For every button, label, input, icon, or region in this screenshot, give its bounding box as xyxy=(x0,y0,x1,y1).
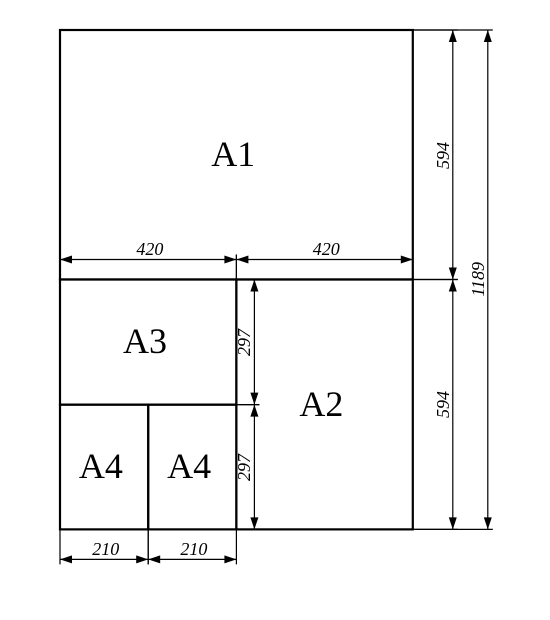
segment-label-a4-left: A4 xyxy=(79,445,123,487)
dim-420-right: 420 xyxy=(313,239,340,260)
dim-1189: 1189 xyxy=(468,262,489,297)
dim-297-lower: 297 xyxy=(234,454,255,481)
dim-210-left: 210 xyxy=(92,539,119,560)
segment-label-a4-right: A4 xyxy=(167,445,211,487)
segment-label-a3: A3 xyxy=(123,320,167,362)
dim-594-upper: 594 xyxy=(433,142,454,169)
dim-594-lower: 594 xyxy=(433,391,454,418)
dim-420-left: 420 xyxy=(136,239,163,260)
dim-210-right: 210 xyxy=(180,539,207,560)
paper-sizes-diagram xyxy=(0,0,550,620)
segment-label-a2: A2 xyxy=(299,383,343,425)
segment-label-a1: A1 xyxy=(211,133,255,175)
dim-297-upper: 297 xyxy=(234,329,255,356)
